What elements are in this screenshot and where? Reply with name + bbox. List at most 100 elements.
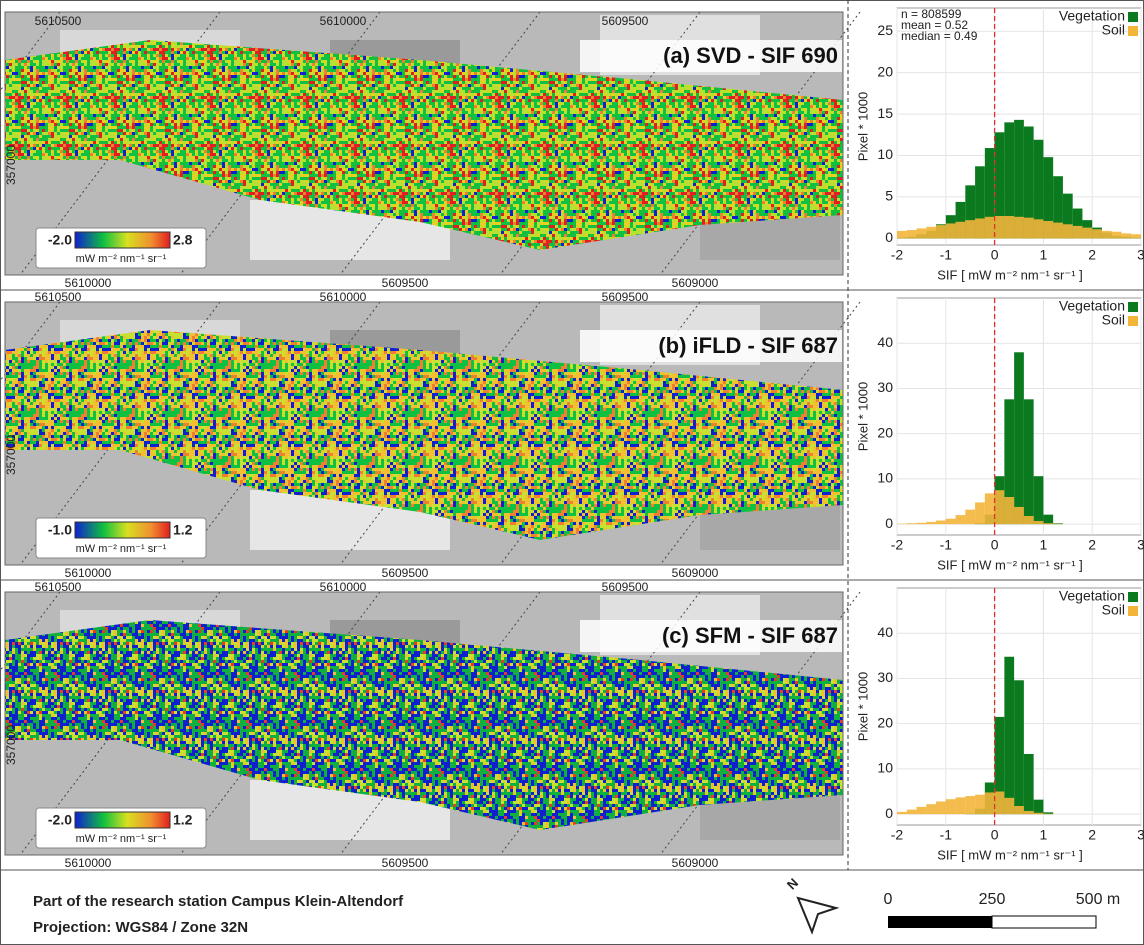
colorbar-min: -2.0 xyxy=(48,232,72,248)
histogram-bar xyxy=(975,502,985,524)
histogram-bar xyxy=(897,231,907,238)
histogram-bar xyxy=(936,225,946,238)
histogram-bar xyxy=(965,510,975,524)
map-coord: 5609500 xyxy=(602,580,649,594)
histogram-bar xyxy=(907,523,917,524)
map-coord: 5610000 xyxy=(320,580,367,594)
y-tick-label: 30 xyxy=(877,379,893,395)
histogram-bar xyxy=(1014,680,1024,814)
legend-label: Soil xyxy=(1102,312,1125,328)
x-tick-label: 1 xyxy=(1040,247,1048,263)
colorbar-unit: mW m⁻² nm⁻¹ sr⁻¹ xyxy=(76,543,167,555)
y-tick-label: 0 xyxy=(885,805,893,821)
x-tick-label: -1 xyxy=(940,827,953,843)
map-coord: 5609500 xyxy=(382,856,429,870)
north-label: N xyxy=(784,875,801,892)
colorbar-min: -1.0 xyxy=(48,522,72,538)
histogram-bar xyxy=(1014,806,1024,814)
histogram-bar xyxy=(1073,226,1083,238)
histogram-bar xyxy=(985,217,995,239)
histogram-bar xyxy=(985,792,995,814)
colorbar-min: -2.0 xyxy=(48,812,72,828)
colorbar xyxy=(75,812,170,828)
panel-title: (b) iFLD - SIF 687 xyxy=(658,333,838,358)
legend-swatch xyxy=(1128,302,1138,312)
map-coord: 5609000 xyxy=(672,856,719,870)
histogram-bar xyxy=(936,521,946,525)
colorbar-max: 1.2 xyxy=(173,812,193,828)
map-coord: 5610500 xyxy=(35,290,82,304)
map-coord: 5609500 xyxy=(382,566,429,580)
map-coord: 357000 xyxy=(4,435,18,475)
histogram-bar xyxy=(917,523,927,524)
panel-title: (a) SVD - SIF 690 xyxy=(663,43,838,68)
histogram-bar xyxy=(1024,754,1034,814)
footer-text: Projection: WGS84 / Zone 32N xyxy=(33,919,248,936)
histogram-bar xyxy=(1004,798,1014,814)
histogram-bar xyxy=(926,522,936,524)
histogram-bar xyxy=(946,223,956,238)
histogram-bar xyxy=(907,810,917,815)
x-tick-label: 1 xyxy=(1040,537,1048,553)
histogram-bar xyxy=(917,228,927,238)
map-coord: 5609000 xyxy=(672,566,719,580)
histogram-bar xyxy=(1024,218,1034,239)
figure: Part of the research station Campus Klei… xyxy=(0,0,1144,945)
histogram-bar xyxy=(965,796,975,814)
x-tick-label: 0 xyxy=(991,247,999,263)
histogram-bar xyxy=(1014,352,1024,524)
colorbar xyxy=(75,522,170,538)
histogram-bar xyxy=(1053,223,1063,239)
histogram-bar xyxy=(917,807,927,814)
scale-label: 0 xyxy=(884,891,893,908)
x-tick-label: 3 xyxy=(1137,827,1144,843)
map-coord: 5610000 xyxy=(320,290,367,304)
histogram-bar xyxy=(946,519,956,524)
histogram-bar xyxy=(1014,217,1024,239)
y-tick-label: 0 xyxy=(885,515,893,531)
histogram-bar xyxy=(1034,521,1044,524)
histogram-bar xyxy=(1121,233,1131,238)
histogram-bar xyxy=(1034,800,1044,814)
y-tick-label: 20 xyxy=(877,714,893,730)
map: 5610500561000056095005610000560950056090… xyxy=(0,290,860,580)
map-coord: 357000 xyxy=(4,725,18,765)
x-tick-label: 2 xyxy=(1088,827,1096,843)
histogram-bar xyxy=(907,230,917,238)
y-tick-label: 20 xyxy=(877,424,893,440)
y-tick-label: 40 xyxy=(877,334,893,350)
x-axis-label: SIF [ mW m⁻² nm⁻¹ sr⁻¹ ] xyxy=(937,847,1083,862)
y-axis-label: Pixel * 1000 xyxy=(855,672,870,741)
map-coord: 5610000 xyxy=(65,566,112,580)
y-tick-label: 10 xyxy=(877,760,893,776)
y-axis-label: Pixel * 1000 xyxy=(855,92,870,161)
histogram-bar xyxy=(926,227,936,239)
legend-swatch xyxy=(1128,12,1138,22)
histogram-bar xyxy=(926,804,936,814)
histogram-bar xyxy=(1024,399,1034,524)
histogram-bar xyxy=(956,515,966,524)
histogram-bar xyxy=(1102,231,1112,238)
x-tick-label: -2 xyxy=(891,827,904,843)
x-tick-label: 3 xyxy=(1137,537,1144,553)
histogram-bar xyxy=(1043,515,1053,524)
scale-bar xyxy=(992,916,1096,928)
north-arrow: N xyxy=(784,875,836,932)
histogram-bar xyxy=(956,797,966,814)
colorbar-unit: mW m⁻² nm⁻¹ sr⁻¹ xyxy=(76,833,167,845)
x-tick-label: 0 xyxy=(991,537,999,553)
histogram-bar xyxy=(965,220,975,238)
scale-bar xyxy=(888,916,992,928)
legend-swatch xyxy=(1128,26,1138,36)
map: 5610500561000056095005610000560950056090… xyxy=(0,12,860,290)
histogram-bar xyxy=(1004,216,1014,238)
histogram-bar xyxy=(956,222,966,239)
histogram-bar xyxy=(975,795,985,814)
histogram-bar xyxy=(1082,228,1092,239)
histogram-bar xyxy=(985,493,995,524)
map-coord: 5609500 xyxy=(382,276,429,290)
histogram-bar xyxy=(995,216,1005,238)
x-tick-label: -2 xyxy=(891,247,904,263)
panel-title: (c) SFM - SIF 687 xyxy=(662,623,838,648)
map-coord: 5610000 xyxy=(65,856,112,870)
